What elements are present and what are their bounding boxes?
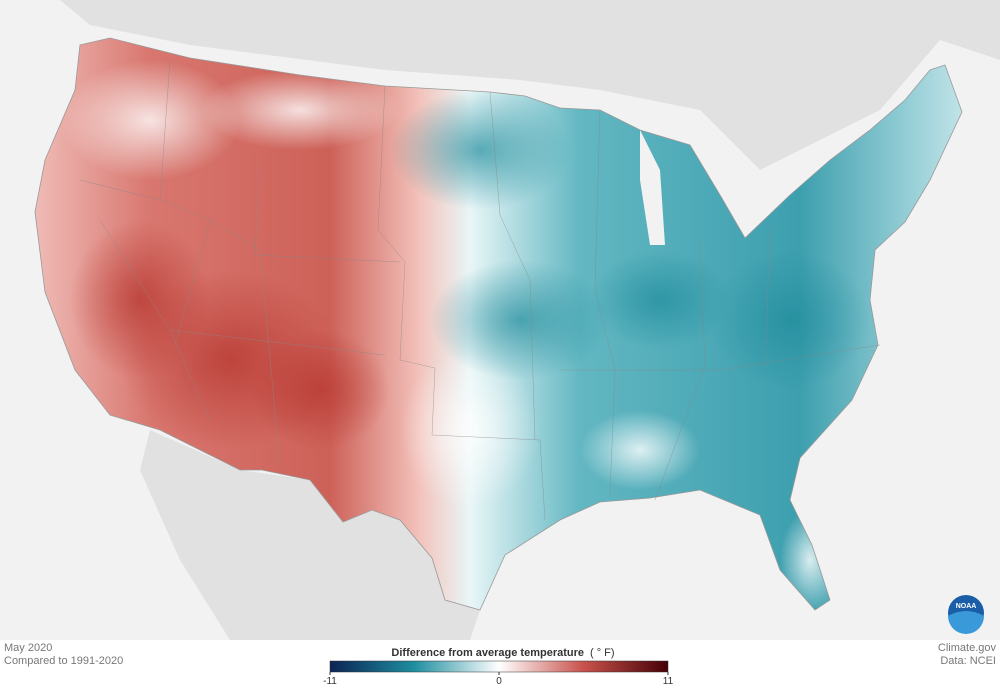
colorbar-tick-label: 11 <box>663 676 674 687</box>
lake-michigan <box>640 130 665 245</box>
noaa-logo-text: NOAA <box>956 603 977 610</box>
legend-title: Difference from average temperature <box>391 647 584 659</box>
legend: -11 0 11 <box>323 660 674 687</box>
source-label: Climate.gov <box>938 642 997 654</box>
data-label: Data: NCEI <box>940 655 996 667</box>
colorbar <box>329 660 669 673</box>
canada <box>60 0 1000 170</box>
mexico <box>140 430 480 640</box>
colorbar-tick-label: 0 <box>496 676 502 687</box>
noaa-logo-wave <box>948 611 984 634</box>
state-borders <box>79 59 881 521</box>
month-label: May 2020 <box>4 642 52 654</box>
colorbar-tick-label: -11 <box>323 676 337 687</box>
baseline-label: Compared to 1991-2020 <box>4 655 123 667</box>
legend-unit: ( ° F) <box>590 647 615 659</box>
